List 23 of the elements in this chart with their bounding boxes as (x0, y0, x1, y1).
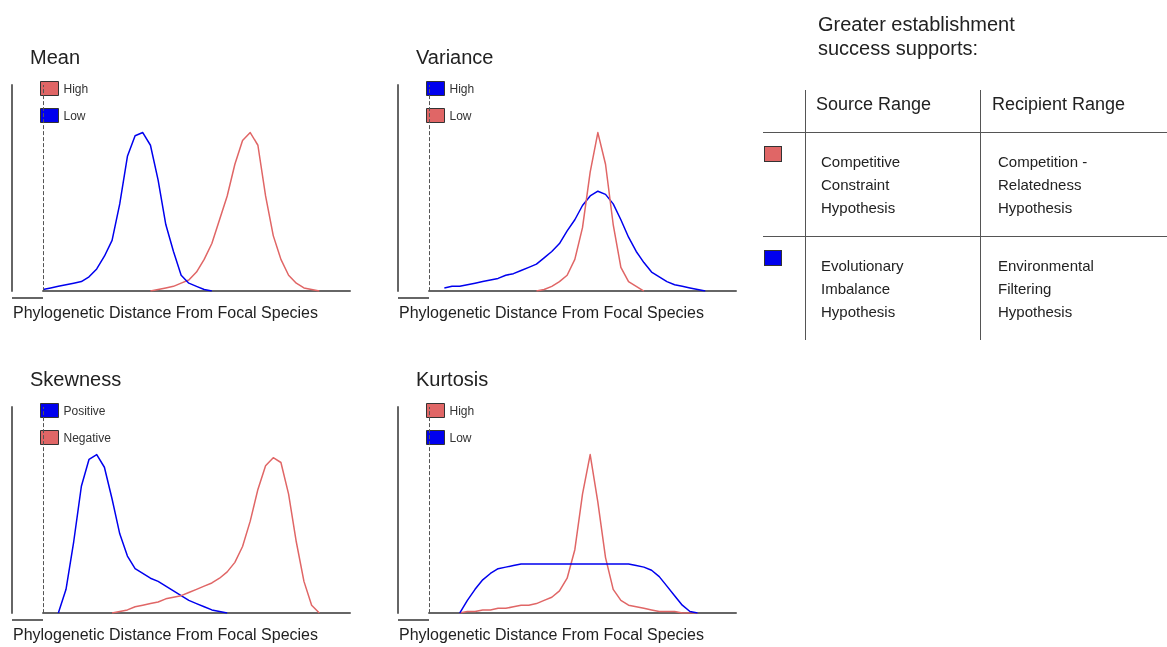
text: Competitive Constraint Hypothesis (821, 152, 902, 218)
text: Competition - Relatedness Hypothesis (998, 152, 1089, 218)
legend-label: High (63, 81, 89, 96)
x-axis-title: Phylogenetic Distance From Focal Species (12, 625, 319, 643)
text: Greater establishment success supports: (818, 12, 1016, 60)
chart-title: Kurtosis (416, 368, 489, 390)
x-axis-title: Phylogenetic Distance From Focal Species (12, 303, 319, 321)
text: Evolutionary Imbalance Hypothesis (821, 256, 905, 322)
source-note: Source Range (816, 94, 932, 115)
x-axis-title: Phylogenetic Distance From Focal Species (398, 303, 705, 321)
chart-title: Mean (30, 46, 81, 68)
legend-label: High (449, 403, 475, 418)
chart-title: Skewness (30, 368, 122, 390)
chart-title: Variance (416, 46, 494, 68)
legend-label: Low (449, 430, 472, 445)
legend-label: Negative (63, 430, 112, 445)
legend-label: Positive (63, 403, 106, 418)
legend-label: Low (63, 108, 86, 123)
x-axis-title: Phylogenetic Distance From Focal Species (398, 625, 705, 643)
text: Recipient Range (992, 94, 1126, 115)
text: Environmental Filtering Hypothesis (998, 256, 1095, 322)
legend-label: High (449, 81, 475, 96)
legend-label: Low (449, 108, 472, 123)
